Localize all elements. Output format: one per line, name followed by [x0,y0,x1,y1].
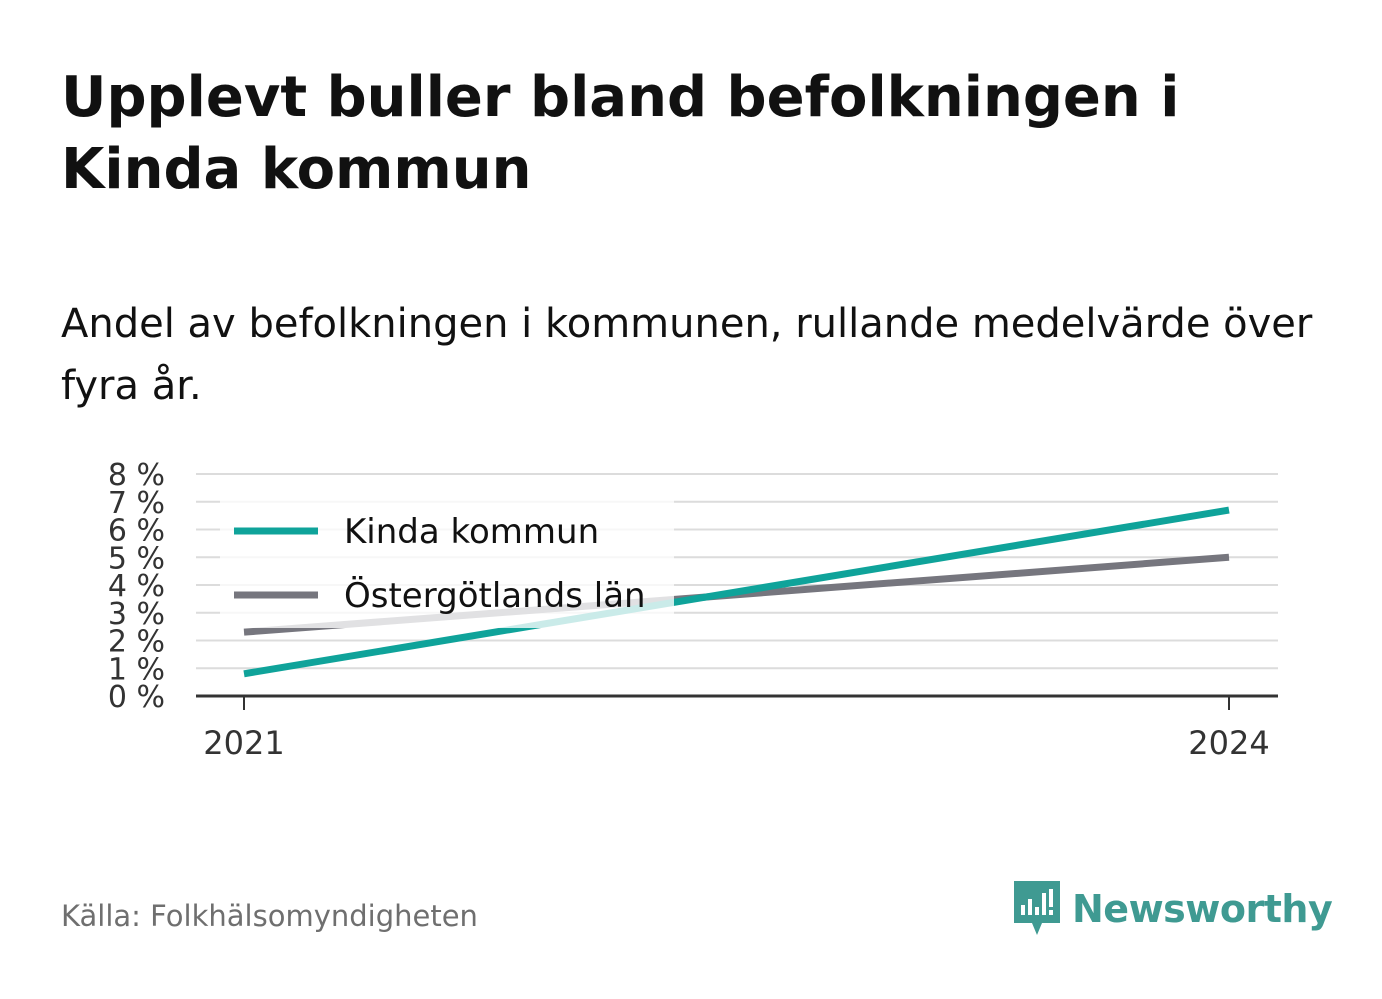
y-tick-label: 3 % [108,597,165,632]
x-tick-label: 2024 [1188,724,1269,762]
newsworthy-logo-icon [1014,881,1060,935]
legend: Kinda kommun Östergötlands län [220,498,674,628]
y-tick-label: 1 % [108,652,165,687]
y-tick-label: 8 % [108,458,165,493]
chart-title: Upplevt buller bland befolkningen i Kind… [61,65,1180,202]
legend-label: Kinda kommun [344,512,599,552]
y-tick-label: 5 % [108,541,165,576]
brand-name: Newsworthy [1072,887,1333,931]
x-axis: 2021 2024 [196,694,1278,762]
brand-logo: Newsworthy [1012,878,1333,940]
chart-subtitle: Andel av befolkningen i kommunen, rullan… [61,301,1313,409]
y-tick-label: 0 % [108,680,165,715]
y-tick-label: 6 % [108,514,165,549]
legend-label: Östergötlands län [344,575,646,616]
y-tick-label: 2 % [108,625,165,660]
line-chart: 0 %1 %2 %3 %4 %5 %6 %7 %8 % 2021 2024 Kin… [108,458,1278,762]
y-tick-label: 7 % [108,486,165,521]
series-line-kinda-kommun [243,506,1230,678]
x-tick-label: 2021 [203,724,284,762]
y-tick-label: 4 % [108,569,165,604]
source-note: Källa: Folkhälsomyndigheten [61,899,478,933]
legend-background [220,498,674,628]
